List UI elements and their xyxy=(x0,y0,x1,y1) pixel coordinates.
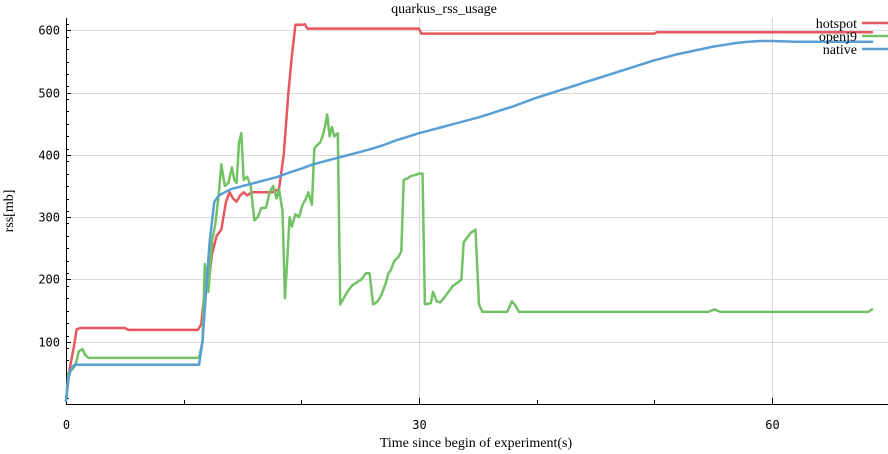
x-axis-label: Time since begin of experiment(s) xyxy=(380,436,573,451)
legend-label-hotspot: hotspot xyxy=(816,17,857,32)
x-tick-label: 60 xyxy=(765,418,779,432)
y-tick-label: 500 xyxy=(38,87,60,101)
x-tick-label: 0 xyxy=(63,418,70,432)
axis-layer xyxy=(66,18,888,405)
y-tick-label: 100 xyxy=(38,336,60,350)
series-line-hotspot xyxy=(64,22,874,403)
legend-label-native: native xyxy=(823,43,857,58)
legend-label-openj9: openj9 xyxy=(819,30,857,45)
series-line-native xyxy=(64,39,874,403)
grid-layer xyxy=(66,18,888,404)
series-layer xyxy=(64,22,874,403)
tick-layer: 100 200 300 400 500 600 0 30 60 xyxy=(38,24,779,433)
y-tick-label: 300 xyxy=(38,211,60,225)
x-tick-label: 30 xyxy=(412,418,426,432)
chart-title: quarkus_rss_usage xyxy=(391,2,497,17)
y-tick-label: 600 xyxy=(38,24,60,38)
series-line-openj9 xyxy=(64,113,874,403)
y-tick-label: 200 xyxy=(38,273,60,287)
y-tick-label: 400 xyxy=(38,149,60,163)
y-axis-label: rss[mb] xyxy=(2,190,17,233)
